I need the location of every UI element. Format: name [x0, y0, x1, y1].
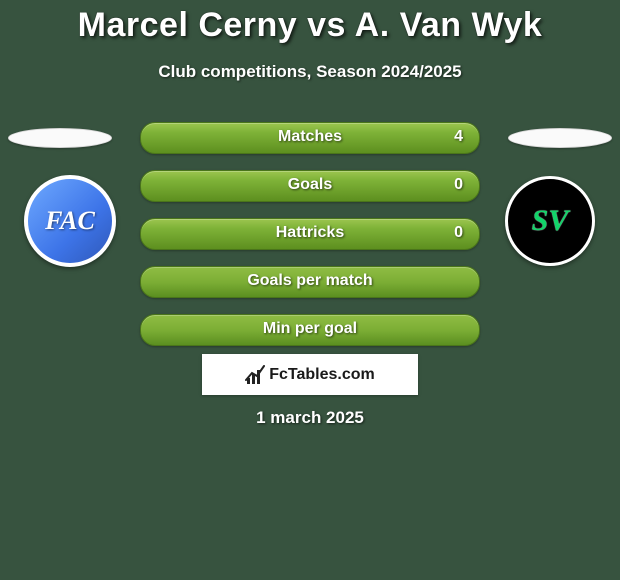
stat-label: Goals — [141, 176, 479, 194]
stat-bar-hattricks: Hattricks 0 — [140, 218, 480, 250]
club-badge-left: FAC — [20, 179, 120, 263]
stat-value: 0 — [454, 176, 463, 194]
stats-bars: Matches 4 Goals 0 Hattricks 0 Goals per … — [140, 122, 480, 362]
stat-bar-goals-per-match: Goals per match — [140, 266, 480, 298]
stat-value: 4 — [454, 128, 463, 146]
player-right-photo-placeholder — [508, 128, 612, 148]
stat-label: Goals per match — [141, 272, 479, 290]
footer-date: 1 march 2025 — [0, 408, 620, 428]
club-badge-right-text: SV — [532, 204, 569, 238]
fac-badge-icon: FAC — [24, 175, 116, 267]
brand-banner[interactable]: FcTables.com — [202, 354, 418, 395]
sv-badge-icon: SV — [505, 176, 595, 266]
stat-label: Hattricks — [141, 224, 479, 242]
page-title: Marcel Cerny vs A. Van Wyk — [0, 6, 620, 45]
player-left-photo-placeholder — [8, 128, 112, 148]
brand-text: FcTables.com — [269, 366, 375, 384]
bar-chart-icon — [245, 366, 265, 384]
club-badge-left-text: FAC — [45, 206, 95, 236]
page-subtitle: Club competitions, Season 2024/2025 — [0, 62, 620, 82]
club-badge-right: SV — [500, 179, 600, 263]
stat-label: Min per goal — [141, 320, 479, 338]
stat-label: Matches — [141, 128, 479, 146]
stat-bar-matches: Matches 4 — [140, 122, 480, 154]
stat-value: 0 — [454, 224, 463, 242]
stat-bar-min-per-goal: Min per goal — [140, 314, 480, 346]
stat-bar-goals: Goals 0 — [140, 170, 480, 202]
